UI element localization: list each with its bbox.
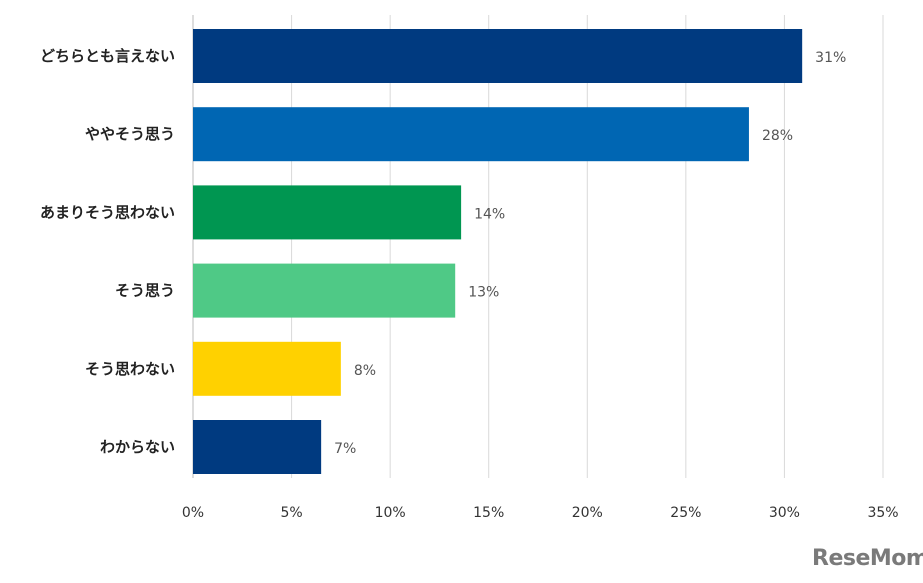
bar (193, 420, 322, 474)
resemom-logo: ReseMom (812, 546, 923, 571)
category-label: ややそう思う (85, 125, 175, 143)
data-label: 28% (762, 128, 793, 144)
x-tick-label: 0% (182, 505, 204, 521)
data-label: 7% (334, 441, 356, 457)
x-tick-label: 15% (473, 505, 504, 521)
category-label: どちらとも言えない (40, 47, 175, 65)
data-label: 8% (354, 363, 376, 379)
data-label: 13% (468, 285, 499, 301)
category-label: そう思う (115, 282, 175, 300)
x-tick-label: 20% (572, 505, 603, 521)
x-tick-label: 25% (670, 505, 701, 521)
x-tick-label: 30% (769, 505, 800, 521)
data-label: 31% (815, 50, 846, 66)
bar (193, 341, 341, 396)
x-tick-label: 5% (280, 505, 302, 521)
category-label: そう思わない (85, 360, 175, 378)
category-label: あまりそう思わない (40, 203, 175, 221)
bar (193, 29, 803, 83)
x-tick-label: 35% (867, 505, 898, 521)
category-label: わからない (100, 438, 175, 456)
data-label: 14% (474, 206, 505, 222)
x-tick-label: 10% (375, 505, 406, 521)
bar (193, 263, 456, 318)
bar (193, 107, 749, 162)
bar (193, 185, 462, 240)
